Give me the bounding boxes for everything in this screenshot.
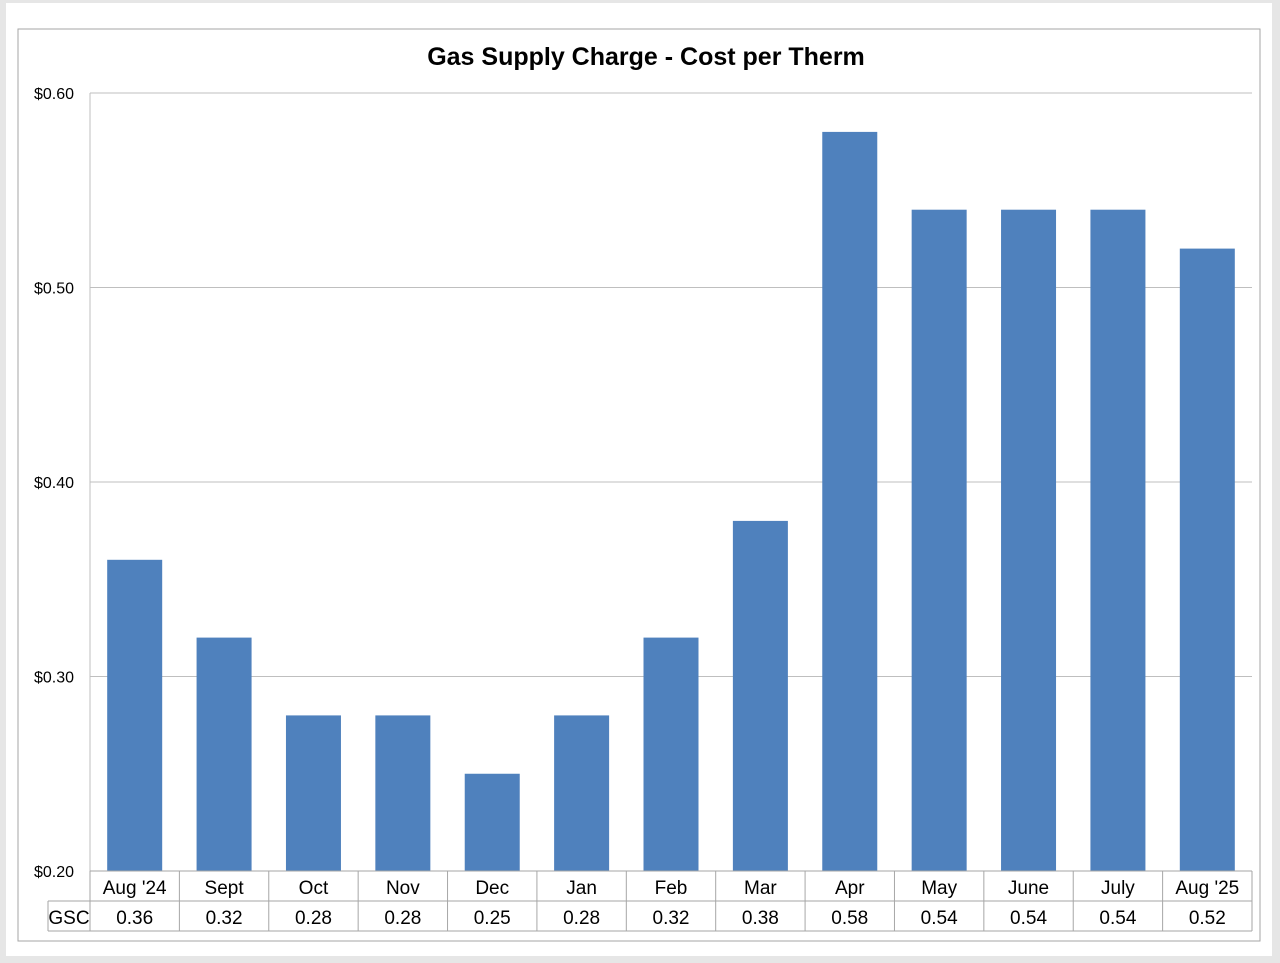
x-tick-label: July	[1101, 878, 1135, 899]
data-label: 0.54	[921, 908, 958, 929]
data-label: 0.58	[831, 908, 868, 929]
data-label: 0.32	[653, 908, 690, 929]
x-tick-label: Mar	[744, 878, 777, 899]
data-label: 0.28	[295, 908, 332, 929]
bar	[285, 715, 341, 871]
data-label: 0.38	[742, 908, 779, 929]
x-tick-label: Jan	[566, 878, 597, 899]
x-tick-label: Feb	[655, 878, 688, 899]
y-tick-label: $0.60	[34, 86, 74, 103]
x-tick-label: Sept	[205, 878, 245, 899]
data-table: Aug '24 Sept Oct Nov Dec Jan Feb Mar Apr May June J…	[47, 870, 1253, 932]
bar	[822, 131, 878, 871]
data-label: 0.32	[206, 908, 243, 929]
x-tick-label: Apr	[835, 878, 865, 899]
bar	[464, 773, 520, 871]
x-tick-label: Aug '25	[1175, 878, 1239, 899]
bar	[107, 559, 163, 871]
x-tick-label: Aug '24	[103, 878, 167, 899]
bar	[911, 209, 967, 871]
y-tick-label: $0.40	[34, 475, 74, 492]
y-axis-labels: $0.20 $0.30 $0.40 $0.50 $0.60	[34, 86, 74, 881]
bar-chart: Gas Supply Charge - Cost per Therm $0.20…	[17, 28, 1261, 942]
chart-title: Gas Supply Charge - Cost per Therm	[427, 43, 865, 71]
bars	[107, 131, 1235, 872]
data-label: 0.54	[1099, 908, 1136, 929]
data-label: 0.28	[384, 908, 421, 929]
x-tick-label: Dec	[475, 878, 509, 899]
x-tick-label: June	[1008, 878, 1049, 899]
bar	[196, 637, 252, 871]
y-tick-label: $0.20	[34, 864, 74, 881]
bar	[375, 715, 431, 871]
data-label: 0.54	[1010, 908, 1047, 929]
x-tick-label: Nov	[386, 878, 420, 899]
chart-area: Gas Supply Charge - Cost per Therm $0.20…	[6, 3, 1272, 956]
data-label: 0.28	[563, 908, 600, 929]
data-label: 0.25	[474, 908, 511, 929]
bar	[732, 520, 788, 871]
data-label: 0.36	[116, 908, 153, 929]
bar	[554, 715, 610, 871]
bar	[1179, 248, 1235, 872]
bar	[643, 637, 699, 871]
x-tick-label: Oct	[299, 878, 329, 899]
data-label: 0.52	[1189, 908, 1226, 929]
series-label: GSC	[48, 908, 89, 929]
y-tick-label: $0.30	[34, 670, 74, 687]
bar	[1001, 209, 1057, 871]
bar	[1090, 209, 1146, 871]
x-tick-label: May	[921, 878, 957, 899]
y-tick-label: $0.50	[34, 281, 74, 298]
